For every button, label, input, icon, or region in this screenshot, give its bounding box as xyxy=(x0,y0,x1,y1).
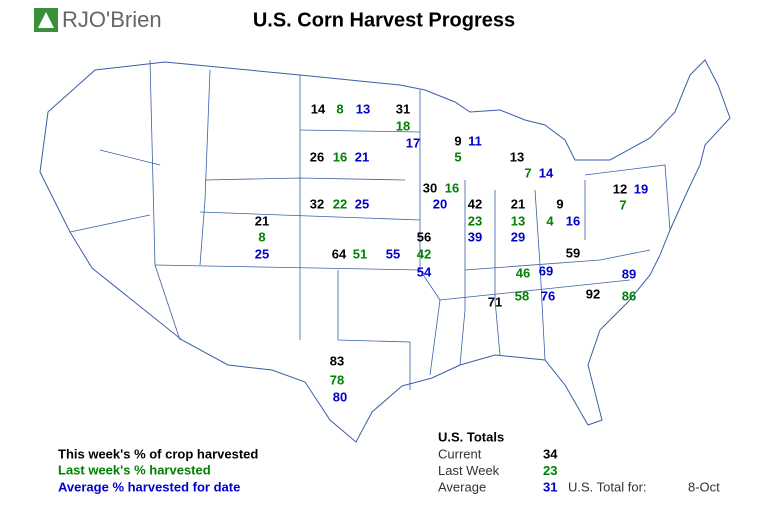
totals-title: U.S. Totals xyxy=(438,429,504,444)
state-average: 55 xyxy=(386,246,400,261)
totals-value: 34 xyxy=(543,446,558,461)
state-last-week: 23 xyxy=(468,213,482,228)
state-last-week: 5 xyxy=(454,149,461,164)
title: U.S. Corn Harvest Progress xyxy=(253,9,515,31)
state-this-week: 59 xyxy=(566,245,580,260)
totals-label: Average xyxy=(438,479,486,494)
state-this-week: 13 xyxy=(510,149,524,164)
state-this-week: 9 xyxy=(454,133,461,148)
legend-this-week: This week's % of crop harvested xyxy=(58,446,258,461)
state-average: 76 xyxy=(541,288,555,303)
state-average: 14 xyxy=(539,165,554,180)
state-average: 80 xyxy=(333,389,347,404)
state-this-week: 71 xyxy=(488,294,502,309)
date: 8-Oct xyxy=(688,479,720,494)
us-outline xyxy=(39,59,731,443)
state-average: 20 xyxy=(433,196,447,211)
state-last-week: 7 xyxy=(619,197,626,212)
state-average: 54 xyxy=(417,264,432,279)
state-average: 13 xyxy=(356,101,370,116)
state-last-week: 58 xyxy=(515,288,529,303)
totals: U.S. Totals U.S. Total for: 8-Oct xyxy=(438,429,720,494)
totals-label: Current xyxy=(438,446,482,461)
state-average: 25 xyxy=(355,196,369,211)
state-this-week: 26 xyxy=(310,149,324,164)
state-last-week: 8 xyxy=(336,101,343,116)
state-this-week: 12 xyxy=(613,181,627,196)
state-average: 25 xyxy=(255,246,269,261)
state-borders xyxy=(69,59,671,390)
state-this-week: 42 xyxy=(468,196,482,211)
state-last-week: 13 xyxy=(511,213,525,228)
state-this-week: 92 xyxy=(586,286,600,301)
state-average: 11 xyxy=(468,133,482,148)
state-last-week: 7 xyxy=(524,165,531,180)
state-average: 29 xyxy=(511,229,525,244)
state-this-week: 9 xyxy=(556,196,563,211)
state-last-week: 4 xyxy=(546,213,554,228)
totals-value: 31 xyxy=(543,479,557,494)
state-average: 17 xyxy=(406,135,420,150)
state-last-week: 42 xyxy=(417,246,431,261)
state-average: 89 xyxy=(622,266,636,281)
state-last-week: 22 xyxy=(333,196,347,211)
state-average: 19 xyxy=(634,181,648,196)
state-this-week: 56 xyxy=(417,229,431,244)
state-last-week: 46 xyxy=(516,265,530,280)
state-this-week: 32 xyxy=(310,196,324,211)
state-last-week: 86 xyxy=(622,288,636,303)
state-last-week: 16 xyxy=(333,149,347,164)
state-average: 21 xyxy=(355,149,369,164)
logo-text: RJO'Brien xyxy=(62,7,162,32)
totals-value: 23 xyxy=(543,463,557,478)
legend: This week's % of crop harvested Last wee… xyxy=(58,446,258,494)
state-last-week: 51 xyxy=(353,246,367,261)
totals-label: Last Week xyxy=(438,463,500,478)
state-average: 39 xyxy=(468,229,482,244)
legend-last-week: Last week's % harvested xyxy=(58,462,211,477)
state-last-week: 78 xyxy=(330,372,344,387)
logo-icon xyxy=(34,8,58,32)
state-this-week: 31 xyxy=(396,101,410,116)
state-last-week: 16 xyxy=(445,180,459,195)
state-this-week: 14 xyxy=(311,101,326,116)
state-this-week: 30 xyxy=(423,180,437,195)
state-last-week: 8 xyxy=(258,229,265,244)
state-this-week: 64 xyxy=(332,246,347,261)
date-label: U.S. Total for: xyxy=(568,479,647,494)
state-last-week: 18 xyxy=(396,118,410,133)
state-this-week: 21 xyxy=(511,196,525,211)
state-average: 69 xyxy=(539,263,553,278)
legend-average: Average % harvested for date xyxy=(58,479,240,494)
state-average: 16 xyxy=(566,213,580,228)
state-this-week: 21 xyxy=(255,213,269,228)
state-this-week: 83 xyxy=(330,353,344,368)
